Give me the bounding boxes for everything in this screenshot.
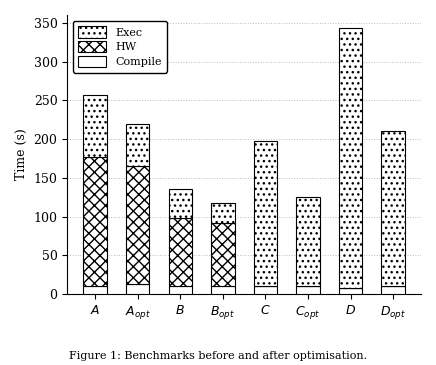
- Bar: [169, 189, 192, 218]
- Bar: [83, 157, 107, 286]
- Bar: [211, 203, 235, 223]
- Bar: [211, 286, 235, 294]
- Text: Figure 1: Benchmarks before and after optimisation.: Figure 1: Benchmarks before and after op…: [69, 351, 367, 361]
- Legend: Exec, HW, Compile: Exec, HW, Compile: [73, 20, 167, 73]
- Bar: [126, 166, 150, 284]
- Bar: [382, 131, 405, 286]
- Bar: [254, 141, 277, 286]
- Bar: [83, 286, 107, 294]
- Bar: [382, 286, 405, 294]
- Bar: [296, 286, 320, 294]
- Bar: [254, 286, 277, 294]
- Bar: [83, 95, 107, 157]
- Bar: [339, 288, 362, 294]
- Bar: [126, 123, 150, 166]
- Bar: [169, 218, 192, 286]
- Bar: [126, 284, 150, 294]
- Y-axis label: Time (s): Time (s): [15, 129, 28, 180]
- Bar: [169, 286, 192, 294]
- Bar: [211, 223, 235, 286]
- Bar: [339, 28, 362, 288]
- Bar: [296, 197, 320, 286]
